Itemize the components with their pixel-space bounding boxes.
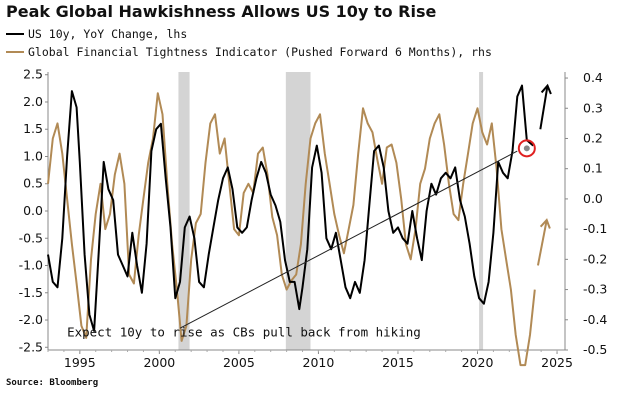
y-right-tick-label-0: 0.4	[583, 70, 603, 85]
shaded-band-0	[178, 72, 190, 350]
y-left-tick-label-5: 0.0	[23, 203, 43, 218]
legend-label-gfti: Global Financial Tightness Indicator (Pu…	[28, 45, 492, 59]
annotation-text: Expect 10y to rise as CBs pull back from…	[67, 324, 421, 339]
arrow-head-us10y	[540, 83, 552, 95]
arrow-head-gfti	[539, 218, 551, 229]
x-tick-label-0: 1995	[64, 355, 96, 370]
y-left-tick-label-9: -2.0	[19, 312, 43, 327]
legend-label-us10y: US 10y, YoY Change, lhs	[28, 27, 188, 41]
projection-line-gfti	[536, 219, 548, 266]
y-right-tick-label-4: 0.0	[583, 191, 603, 206]
y-left-tick-label-8: -1.5	[19, 285, 43, 300]
highlight-dot	[523, 145, 530, 152]
annotation-marks	[179, 83, 552, 329]
x-tick-label-2: 2005	[223, 355, 255, 370]
legend-swatch-us10y	[6, 32, 24, 35]
x-tick-label-4: 2015	[382, 355, 414, 370]
y-left-tick-label-4: 0.5	[23, 176, 43, 191]
y-right-tick-label-8: -0.4	[583, 312, 607, 327]
legend-item-us10y: US 10y, YoY Change, lhs	[6, 27, 606, 41]
y-left-tick-label-3: 1.0	[23, 148, 43, 163]
y-right-tick-label-7: -0.3	[583, 282, 607, 297]
projection-line-us10y	[539, 85, 549, 130]
y-left-tick-label-7: -1.0	[19, 258, 43, 273]
chart-title: Peak Global Hawkishness Allows US 10y to…	[6, 2, 437, 21]
y-right-tick-label-2: 0.2	[583, 130, 603, 145]
series-lines	[47, 84, 536, 367]
legend-item-gfti: Global Financial Tightness Indicator (Pu…	[6, 45, 606, 59]
y-right-tick-label-9: -0.5	[583, 342, 607, 357]
y-left-tick-label-1: 2.0	[23, 94, 43, 109]
series-line-gfti	[47, 92, 536, 367]
trend-line	[179, 150, 518, 329]
y-left-tick-label-10: -2.5	[19, 339, 43, 354]
y-right-tick-label-1: 0.3	[583, 100, 603, 115]
shaded-periods	[178, 72, 484, 350]
legend-swatch-gfti	[6, 50, 24, 53]
x-tick-label-6: 2025	[541, 355, 573, 370]
x-tick-label-1: 2000	[143, 355, 175, 370]
chart-axes: 1995 2000 2005 2010 2015 2020 2025 2.5 2.0 1.5 1.0…	[19, 67, 608, 370]
y-right-tick-label-5: -0.1	[583, 221, 607, 236]
source-note: Source: Bloomberg	[6, 378, 99, 388]
series-line-us10y	[47, 84, 534, 332]
y-left-tick-label-6: -0.5	[19, 230, 43, 245]
y-right-tick-label-3: 0.1	[583, 161, 603, 176]
y-right-tick-label-6: -0.2	[583, 251, 607, 266]
shaded-band-2	[479, 72, 484, 350]
y-left-tick-label-2: 1.5	[23, 121, 43, 136]
highlight-circle	[517, 139, 536, 158]
x-tick-label-5: 2020	[462, 355, 494, 370]
x-tick-label-3: 2010	[303, 355, 335, 370]
y-left-tick-label-0: 2.5	[23, 67, 43, 82]
